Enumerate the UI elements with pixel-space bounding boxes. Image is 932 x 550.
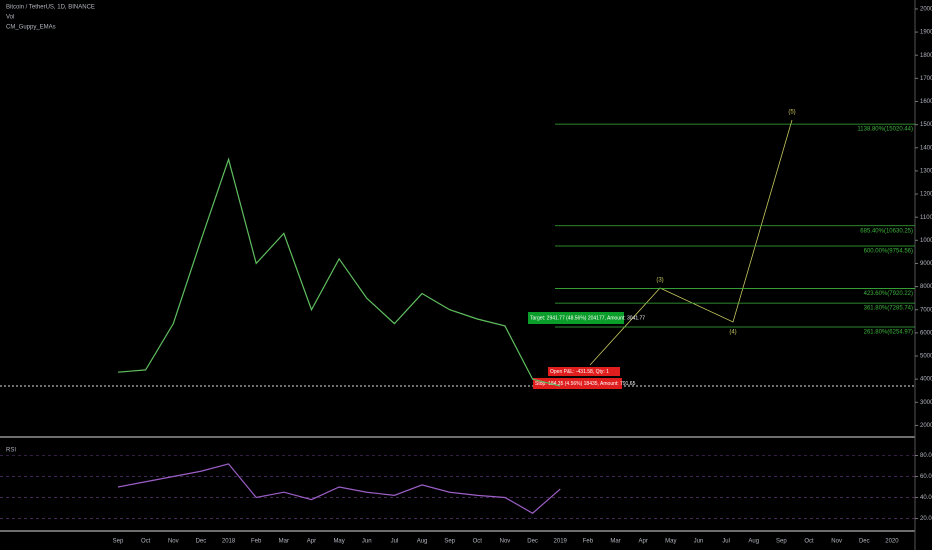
x-tick-label: Apr (307, 539, 316, 545)
x-tick-label: Oct (141, 539, 151, 545)
x-tick-label: Sep (776, 539, 787, 545)
x-tick-label: Oct (473, 539, 483, 545)
y-tick-label: 12000.00 (920, 192, 932, 198)
y-tick-label: 80.0000 (920, 453, 932, 459)
y-tick-label: 19000.00 (920, 30, 932, 36)
indicator-label: Vol (6, 15, 14, 21)
y-tick-label: 11000.00 (920, 215, 932, 221)
x-tick-label: Jun (362, 539, 372, 545)
target-box (528, 312, 624, 324)
x-tick-label: May (333, 539, 344, 545)
y-tick-label: 20.0000 (920, 516, 932, 522)
x-tick-label: Mar (279, 539, 289, 545)
y-tick-label: 14000.00 (920, 145, 932, 151)
x-tick-label: May (665, 539, 676, 545)
y-tick-label: 6000.00 (920, 330, 932, 336)
x-tick-label: Aug (748, 539, 759, 545)
x-tick-label: Dec (527, 539, 538, 545)
x-tick-label: Jun (694, 539, 704, 545)
wave-label: (5) (788, 110, 795, 116)
price-line (117, 157, 561, 387)
pnl-box (548, 367, 620, 376)
fib-label: 685.40%(10630.25) (860, 228, 913, 234)
x-tick-label: Mar (610, 539, 620, 545)
y-tick-label: 13000.00 (920, 168, 932, 174)
x-tick-label: Jul (391, 539, 399, 545)
x-tick-label: Oct (804, 539, 814, 545)
x-tick-label: 2018 (222, 539, 236, 545)
chart-title: Bitcoin / TetherUS, 1D, BINANCE (6, 5, 95, 11)
x-tick-label: Dec (196, 539, 207, 545)
wave-label: (3) (656, 278, 663, 284)
y-tick-label: 2000.00 (920, 423, 932, 429)
fib-label: 361.80%(7285.74) (864, 306, 913, 312)
x-tick-label: Sep (113, 539, 124, 545)
rsi-title: RSI (6, 448, 16, 454)
fib-label: 600.00%(9754.56) (864, 249, 913, 255)
y-tick-label: 5000.00 (920, 354, 932, 360)
fib-label: 1138.80%(15020.44) (857, 127, 913, 133)
y-tick-label: 4000.00 (920, 377, 932, 383)
indicator-label: CM_Guppy_EMAs (6, 25, 56, 31)
x-tick-label: Feb (251, 539, 262, 545)
x-tick-label: 2019 (554, 539, 568, 545)
x-tick-label: Feb (583, 539, 594, 545)
y-tick-label: 10000.00 (920, 238, 932, 244)
wave-label: (4) (729, 330, 736, 336)
stop-box (533, 378, 622, 389)
x-tick-label: Dec (859, 539, 870, 545)
target-label: Target: 2941.77 (48.56%) 204177, Amount:… (530, 315, 645, 321)
x-tick-label: Aug (417, 539, 428, 545)
y-tick-label: 8000.00 (920, 284, 932, 290)
y-tick-label: 17000.00 (920, 76, 932, 82)
x-tick-label: Nov (500, 539, 511, 545)
x-tick-label: Sep (444, 539, 455, 545)
y-tick-label: 3000.00 (920, 400, 932, 406)
y-tick-label: 7000.00 (920, 307, 932, 313)
stop-label: Stop: 184.35 (4.56%) 18435, Amount: 791.… (535, 381, 636, 387)
price-line (117, 463, 561, 514)
y-tick-label: 18000.00 (920, 53, 932, 59)
wave-projection (589, 119, 793, 366)
y-tick-label: 60.0000 (920, 474, 932, 480)
x-tick-label: Jul (722, 539, 730, 545)
x-tick-label: Nov (831, 539, 842, 545)
fib-label: 261.80%(6254.97) (864, 330, 913, 336)
y-tick-label: 16000.00 (920, 99, 932, 105)
x-tick-label: Apr (638, 539, 647, 545)
y-tick-label: 40.0000 (920, 495, 932, 501)
y-tick-label: 15000.00 (920, 122, 932, 128)
x-tick-label: 2020 (885, 539, 899, 545)
y-tick-label: 20000.00 (920, 7, 932, 13)
fib-label: 423.60%(7920.22) (864, 291, 913, 297)
pnl-label: Open P&L: -431.58, Qty: 1 (550, 369, 609, 375)
x-tick-label: Nov (168, 539, 179, 545)
y-tick-label: 9000.00 (920, 261, 932, 267)
